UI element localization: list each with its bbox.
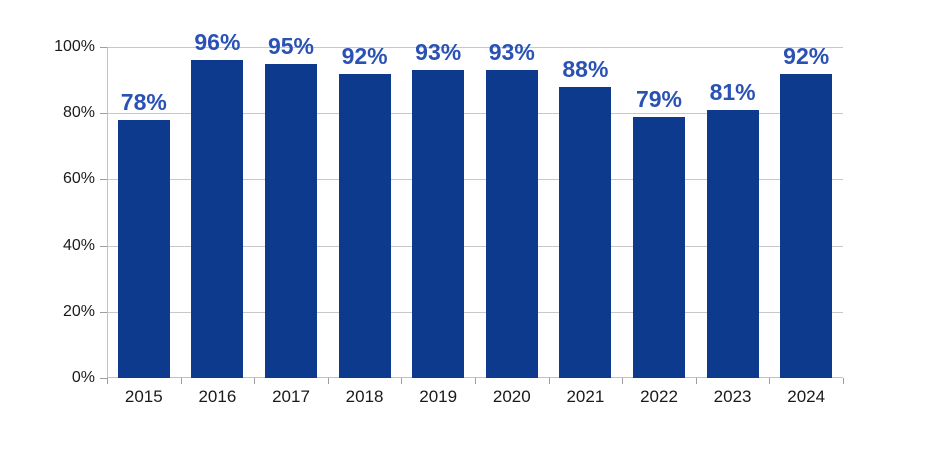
gridline bbox=[107, 179, 843, 181]
x-category-label: 2024 bbox=[787, 387, 826, 406]
x-category-label: 2018 bbox=[345, 387, 384, 406]
bar-2023 bbox=[706, 109, 759, 378]
x-axis-tick bbox=[180, 378, 182, 384]
bar-2018 bbox=[338, 73, 391, 378]
bar-2017 bbox=[265, 63, 317, 378]
bar-value-label: 93% bbox=[488, 39, 535, 66]
y-tick-label: 0% bbox=[71, 369, 95, 386]
bar-value-label: 92% bbox=[341, 42, 388, 69]
gridline bbox=[107, 245, 843, 247]
x-category-label: 2015 bbox=[124, 387, 163, 406]
x-axis-tick bbox=[548, 378, 550, 384]
x-axis-tick bbox=[254, 378, 256, 384]
bar-2024 bbox=[780, 73, 833, 378]
x-axis-tick bbox=[622, 378, 624, 384]
y-axis-line bbox=[107, 47, 108, 378]
bar-2016 bbox=[191, 60, 244, 378]
y-tick-label: 80% bbox=[62, 104, 95, 122]
x-axis-tick bbox=[401, 378, 403, 384]
bar-value-label: 93% bbox=[415, 39, 462, 66]
y-tick-label: 60% bbox=[62, 170, 95, 188]
x-category-label: 2021 bbox=[566, 387, 605, 406]
y-tick-label: 100% bbox=[54, 38, 95, 55]
bar-value-label: 78% bbox=[120, 88, 167, 115]
bar-2022 bbox=[633, 116, 685, 378]
x-category-label: 2020 bbox=[492, 387, 531, 406]
y-tick-label: 40% bbox=[62, 236, 95, 254]
bar-2021 bbox=[559, 86, 612, 378]
x-axis-tick bbox=[769, 378, 771, 384]
y-axis-tick bbox=[100, 179, 107, 181]
x-axis-tick bbox=[843, 378, 844, 384]
x-category-label: 2017 bbox=[272, 387, 310, 406]
bar-value-label: 92% bbox=[783, 42, 830, 69]
bar-value-label: 95% bbox=[267, 32, 315, 59]
gridline bbox=[107, 113, 843, 115]
x-category-label: 2016 bbox=[198, 387, 237, 406]
x-category-label: 2019 bbox=[419, 387, 458, 406]
y-axis-tick bbox=[100, 311, 107, 313]
bar-value-label: 88% bbox=[562, 55, 609, 82]
bar-2015 bbox=[117, 119, 170, 378]
x-axis-tick bbox=[107, 378, 108, 384]
x-category-label: 2022 bbox=[640, 387, 678, 406]
plot-area: 78% 96% 95% 92% 93% 93% 88% 79% 81% 92% bbox=[107, 29, 843, 378]
x-axis-line bbox=[107, 377, 843, 378]
y-axis-tick bbox=[100, 245, 107, 247]
x-axis-tick bbox=[327, 378, 329, 384]
y-axis-tick bbox=[100, 113, 107, 115]
x-category-label: 2023 bbox=[713, 387, 752, 406]
bar-value-label: 96% bbox=[194, 29, 241, 56]
gridline bbox=[107, 311, 843, 313]
x-axis-tick bbox=[475, 378, 476, 384]
bar-value-label: 79% bbox=[635, 85, 683, 112]
bar-2019 bbox=[412, 70, 465, 378]
y-tick-label: 20% bbox=[62, 302, 95, 320]
bar-value-label: 81% bbox=[709, 78, 756, 105]
bar-2020 bbox=[485, 70, 538, 378]
y-axis-tick bbox=[100, 47, 107, 48]
y-axis-tick bbox=[100, 378, 107, 379]
x-axis-tick bbox=[695, 378, 697, 384]
gridline bbox=[107, 47, 843, 48]
